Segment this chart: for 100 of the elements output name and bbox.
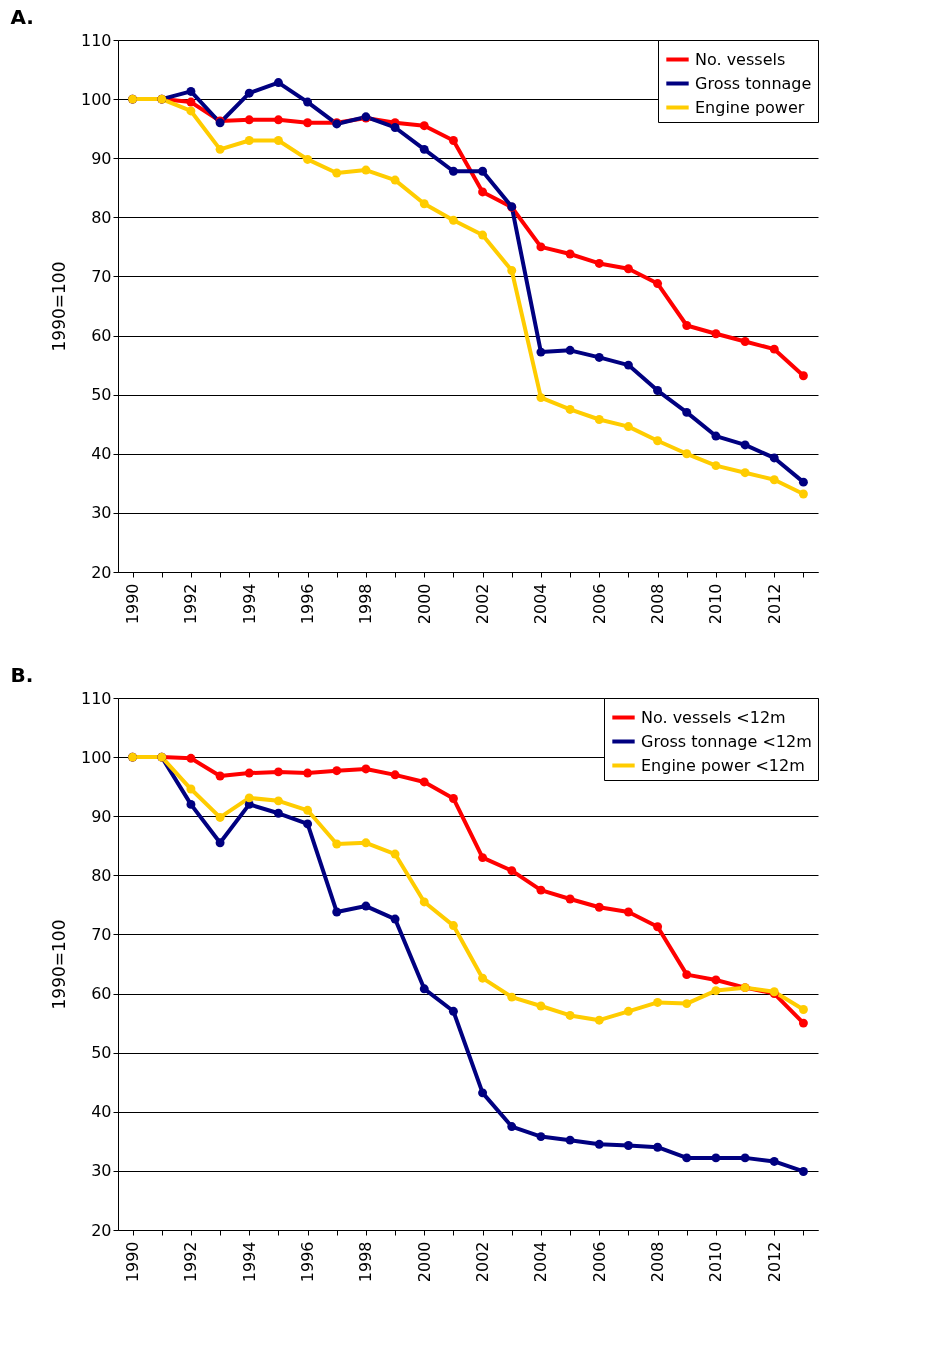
point bbox=[536, 393, 546, 403]
point bbox=[303, 118, 313, 128]
x-tick-label: 1992 bbox=[181, 1241, 201, 1283]
x-tick-label: 2002 bbox=[473, 1241, 493, 1283]
x-tick-label: 2002 bbox=[473, 583, 493, 625]
point bbox=[390, 770, 400, 780]
x-tick-label: 1996 bbox=[298, 583, 318, 625]
x-tick-label: 2006 bbox=[589, 1241, 609, 1283]
point bbox=[390, 123, 400, 132]
x-tick-label: 1998 bbox=[356, 583, 376, 625]
point bbox=[594, 258, 604, 268]
y-tick-label: 40 bbox=[91, 1102, 112, 1122]
point bbox=[711, 461, 721, 471]
point bbox=[653, 436, 663, 446]
point bbox=[390, 914, 400, 924]
x-tick-label: 2008 bbox=[648, 583, 668, 625]
x-tick-label: 2008 bbox=[648, 1241, 668, 1283]
x-tick-label: 2010 bbox=[706, 583, 726, 625]
y-tick-label: 30 bbox=[91, 1161, 112, 1181]
point bbox=[711, 431, 721, 441]
x-tick-label: 1994 bbox=[239, 1241, 259, 1283]
y-tick-label: 110 bbox=[80, 30, 112, 50]
chart-title: B. bbox=[10, 663, 34, 687]
point bbox=[623, 264, 633, 274]
point bbox=[594, 352, 604, 362]
point bbox=[390, 175, 400, 185]
point bbox=[536, 242, 546, 252]
y-tick-label: 90 bbox=[91, 148, 112, 168]
point bbox=[303, 819, 313, 829]
x-tick-label: 2004 bbox=[531, 583, 551, 625]
x-tick-label: 1994 bbox=[239, 583, 259, 625]
chart-title: A. bbox=[10, 5, 34, 29]
point bbox=[361, 165, 371, 175]
point bbox=[798, 489, 808, 499]
point bbox=[361, 764, 371, 774]
point bbox=[448, 1006, 458, 1016]
point bbox=[653, 1142, 663, 1152]
point bbox=[215, 771, 225, 781]
point bbox=[244, 115, 254, 125]
point bbox=[623, 1141, 633, 1150]
point bbox=[186, 86, 196, 96]
point bbox=[332, 839, 342, 849]
x-tick-label: 1998 bbox=[356, 1241, 376, 1283]
point bbox=[478, 187, 488, 197]
y-tick-label: 100 bbox=[80, 89, 112, 109]
point bbox=[273, 136, 283, 145]
point bbox=[740, 1153, 750, 1163]
point bbox=[478, 166, 488, 176]
x-tick-label: 2006 bbox=[589, 583, 609, 625]
point bbox=[653, 922, 663, 932]
point bbox=[769, 475, 779, 485]
point bbox=[682, 407, 692, 417]
point bbox=[244, 136, 254, 145]
point bbox=[798, 477, 808, 487]
legend-label: No. vessels <12m bbox=[641, 707, 786, 727]
point bbox=[623, 360, 633, 370]
point bbox=[565, 894, 575, 904]
point bbox=[186, 753, 196, 763]
point bbox=[653, 997, 663, 1007]
point bbox=[798, 1167, 808, 1176]
point bbox=[682, 449, 692, 459]
point bbox=[478, 973, 488, 983]
y-tick-label: 60 bbox=[91, 326, 112, 346]
point bbox=[594, 1015, 604, 1025]
y-tick-label: 50 bbox=[91, 1043, 112, 1063]
y-axis-title: 1990=100 bbox=[48, 919, 69, 1010]
point bbox=[565, 345, 575, 355]
point bbox=[361, 901, 371, 911]
point bbox=[594, 1139, 604, 1149]
x-tick-label: 1992 bbox=[181, 583, 201, 625]
legend-label: Gross tonnage bbox=[695, 73, 812, 93]
point bbox=[448, 136, 458, 145]
point bbox=[419, 984, 429, 994]
x-tick-label: 2010 bbox=[706, 1241, 726, 1283]
point bbox=[798, 371, 808, 381]
point bbox=[682, 999, 692, 1009]
point bbox=[448, 921, 458, 931]
x-tick-label: 1990 bbox=[123, 583, 143, 625]
point bbox=[594, 415, 604, 424]
y-tick-label: 70 bbox=[91, 266, 112, 286]
point bbox=[419, 199, 429, 209]
point bbox=[682, 970, 692, 980]
point bbox=[507, 992, 517, 1002]
point bbox=[653, 279, 663, 288]
point bbox=[740, 337, 750, 346]
point bbox=[448, 166, 458, 176]
y-tick-label: 100 bbox=[80, 747, 112, 767]
point bbox=[711, 975, 721, 985]
point bbox=[536, 1132, 546, 1142]
point bbox=[273, 78, 283, 88]
point bbox=[711, 1153, 721, 1163]
x-tick-label: 2000 bbox=[414, 1241, 434, 1283]
y-axis-title: 1990=100 bbox=[48, 261, 69, 352]
y-tick-label: 80 bbox=[91, 865, 112, 885]
point bbox=[332, 766, 342, 776]
y-tick-label: 20 bbox=[91, 1220, 112, 1240]
y-tick-label: 50 bbox=[91, 385, 112, 405]
point bbox=[740, 440, 750, 450]
point bbox=[653, 386, 663, 395]
point bbox=[507, 1122, 517, 1132]
